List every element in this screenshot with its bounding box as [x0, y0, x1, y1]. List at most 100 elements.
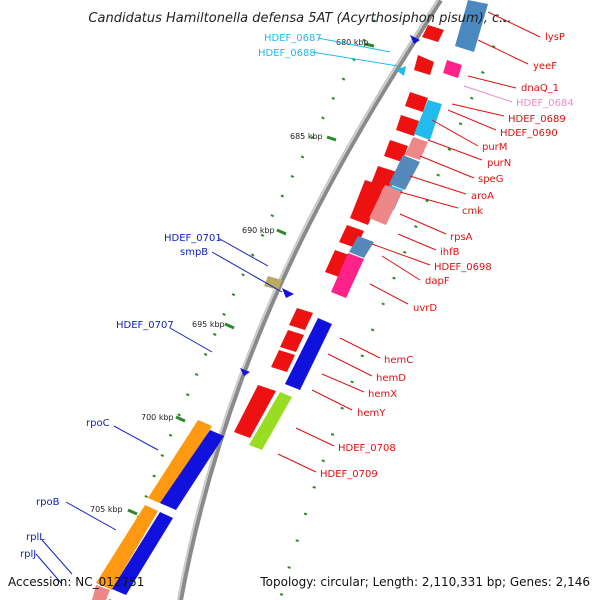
- gene-label-leader: [311, 51, 399, 67]
- outer-strand-features: [92, 0, 488, 600]
- gene-label-leader: [369, 283, 409, 305]
- gene-label-HDEF-0698: HDEF_0698: [434, 262, 492, 273]
- gene-feature: [455, 0, 488, 52]
- gene-feature: [410, 35, 420, 44]
- right-gene-labels: lysP yeeF dnaQ_1 HDEF_0684 HDEF_0689 HDE…: [277, 11, 574, 480]
- gene-feature: [356, 210, 364, 219]
- gene-label-leader: [65, 501, 117, 531]
- gene-label-leader: [427, 139, 483, 161]
- gene-label-dnaQ-1: dnaQ_1: [521, 83, 559, 94]
- gene-feature: [285, 318, 332, 390]
- gene-label-hemX: hemX: [368, 389, 397, 400]
- ruler-tick: [127, 508, 138, 516]
- gene-feature: [414, 55, 434, 75]
- gene-feature: [92, 585, 110, 600]
- accession-text: Accession: NC_012751: [8, 575, 144, 589]
- gene-label-HDEF-0690: HDEF_0690: [500, 128, 558, 139]
- gene-label-HDEF-0708: HDEF_0708: [338, 443, 396, 454]
- ruler-label: 680 kbp: [336, 38, 369, 47]
- gene-label-rplL: rplL: [26, 532, 45, 543]
- gene-label-leader: [399, 191, 459, 209]
- gene-feature: [112, 512, 173, 595]
- gene-label-leader: [35, 553, 63, 585]
- gene-label-leader: [321, 373, 365, 393]
- gene-feature: [234, 385, 276, 438]
- gene-label-leader: [217, 237, 269, 267]
- gene-label-purM: purM: [482, 142, 507, 153]
- ruler-label: 685 kbp: [290, 132, 323, 141]
- gene-feature: [249, 392, 292, 450]
- gene-label-HDEF-0707: HDEF_0707: [116, 320, 174, 331]
- gene-feature: [331, 253, 364, 298]
- gene-label-HDEF-0688: HDEF_0688: [258, 48, 316, 59]
- gene-feature: [349, 236, 374, 258]
- gene-label-leader: [487, 11, 541, 38]
- gene-label-ihfB: ihfB: [440, 247, 460, 258]
- gene-label-leader: [397, 233, 437, 251]
- ruler-label: 690 kbp: [242, 226, 275, 235]
- gene-label-leader: [211, 251, 283, 293]
- gene-label-hemC: hemC: [384, 355, 413, 366]
- gene-label-leader: [451, 103, 505, 117]
- gene-label-HDEF-0701: HDEF_0701: [164, 233, 222, 244]
- gene-label-HDEF-0709: HDEF_0709: [320, 469, 378, 480]
- ruler-tick: [224, 322, 235, 330]
- gene-label-leader: [447, 109, 497, 131]
- gene-label-leader: [169, 327, 213, 353]
- ruler-tick: [276, 228, 287, 236]
- gene-label-leader: [339, 337, 381, 359]
- gene-label-HDEF-0687: HDEF_0687: [264, 33, 322, 44]
- gene-label-leader: [431, 119, 479, 147]
- gene-label-leader: [311, 389, 353, 411]
- gene-feature: [405, 137, 428, 160]
- gene-label-leader: [381, 255, 421, 281]
- gene-label-leader: [463, 85, 513, 103]
- gene-label-rpsA: rpsA: [450, 232, 473, 243]
- gene-label-uvrD: uvrD: [413, 303, 437, 314]
- map-title: Candidatus Hamiltonella defensa 5AT (Acy…: [88, 11, 511, 26]
- gene-label-leader: [399, 213, 447, 235]
- ruler-label: 695 kbp: [192, 320, 225, 329]
- gene-label-leader: [409, 175, 467, 195]
- gene-feature: [389, 155, 420, 190]
- gene-label-rpoC: rpoC: [86, 418, 110, 429]
- gene-feature: [280, 330, 304, 352]
- gene-feature: [325, 250, 352, 278]
- gene-label-hemD: hemD: [376, 373, 406, 384]
- gene-label-HDEF-0689: HDEF_0689: [508, 114, 566, 125]
- gene-feature: [148, 420, 212, 505]
- gene-label-speG: speG: [478, 174, 503, 185]
- gene-feature: [369, 185, 402, 225]
- gene-label-leader: [327, 353, 373, 377]
- gene-feature: [405, 92, 428, 112]
- gene-feature: [96, 505, 158, 590]
- gene-feature: [414, 100, 442, 140]
- gene-label-leader: [371, 243, 431, 266]
- gene-label-smpB: smpB: [180, 247, 208, 258]
- gene-label-leader: [41, 539, 73, 575]
- gene-label-leader: [317, 37, 391, 53]
- ruler-tick: [326, 135, 337, 142]
- inner-strand-features: [234, 25, 444, 438]
- gene-feature: [396, 66, 406, 76]
- gene-label-aroA: aroA: [471, 191, 494, 202]
- gene-feature: [384, 140, 408, 162]
- genome-backbone-highlight: [177, 0, 439, 600]
- outer-guide: [278, 19, 507, 600]
- ruler-tick: [175, 415, 186, 423]
- gene-label-leader: [419, 155, 475, 179]
- gene-feature: [160, 430, 224, 510]
- gene-feature: [240, 368, 250, 376]
- gene-feature: [282, 288, 294, 298]
- ruler-label: 700 kbp: [141, 413, 174, 422]
- left-gene-labels: HDEF_0687 HDEF_0688 HDEF_0701 smpB HDEF_…: [20, 33, 399, 585]
- gene-label-cmk: cmk: [462, 206, 483, 217]
- gene-feature: [396, 115, 419, 136]
- gene-label-leader: [467, 75, 517, 89]
- gene-label-HDEF-0684: HDEF_0684: [516, 98, 574, 109]
- gene-label-hemY: hemY: [357, 408, 386, 419]
- gene-label-rpoB: rpoB: [36, 497, 60, 508]
- topology-text: Topology: circular; Length: 2,110,331 bp…: [259, 575, 590, 589]
- gene-feature: [264, 276, 282, 290]
